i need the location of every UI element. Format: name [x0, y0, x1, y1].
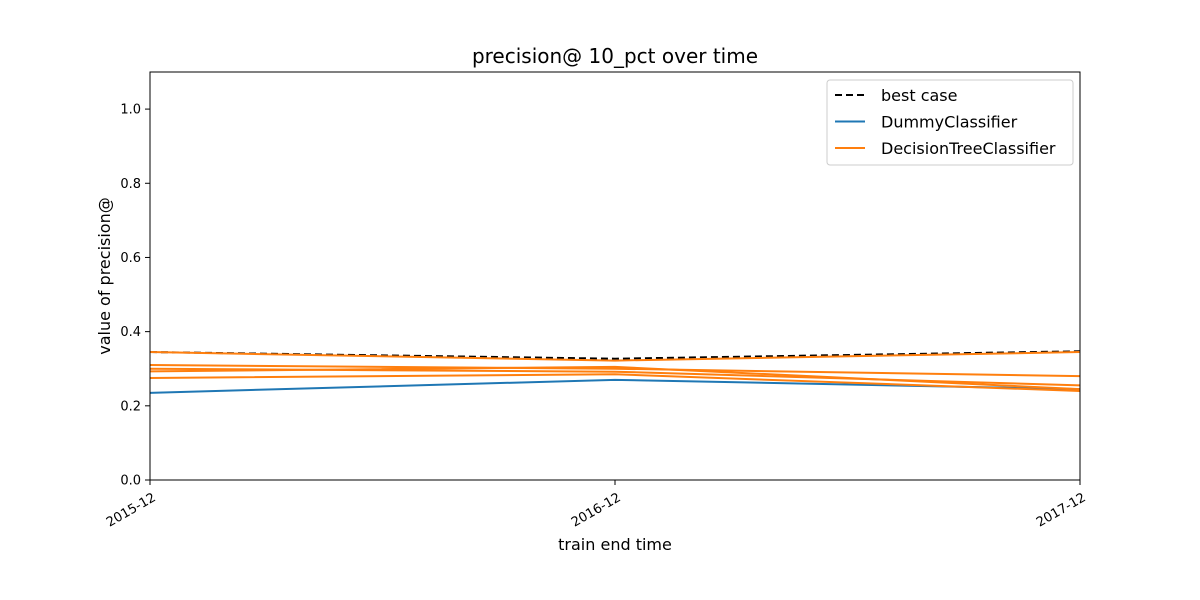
y-axis-label: value of precision@ — [95, 197, 114, 354]
y-tick-label: 0.2 — [120, 399, 141, 414]
legend-label-best-case: best case — [881, 86, 957, 105]
y-tick-label: 1.0 — [120, 103, 141, 118]
y-tick-label: 0.0 — [120, 474, 141, 489]
series-layer — [149, 350, 1081, 394]
x-axis-label: train end time — [558, 535, 672, 554]
y-tick-label: 0.8 — [120, 177, 141, 192]
y-tick-label: 0.6 — [120, 251, 141, 266]
legend-box — [826, 79, 1074, 166]
legend-label-decisiontreeclassifier: DecisionTreeClassifier — [881, 139, 1056, 158]
y-tick-label: 0.4 — [120, 325, 141, 340]
chart-title: precision@ 10_pct over time — [472, 44, 758, 68]
legend-label-dummyclassifier: DummyClassifier — [881, 113, 1018, 132]
series-line-decisiontreeclassifier-6 — [149, 365, 1081, 391]
series-line-decisiontreeclassifier-5 — [149, 373, 1081, 392]
legend: best case DummyClassifier DecisionTreeClas… — [826, 79, 1074, 166]
series-line-decisiontreeclassifier-2 — [149, 351, 1081, 362]
series-line-decisiontreeclassifier-3 — [149, 364, 1081, 378]
